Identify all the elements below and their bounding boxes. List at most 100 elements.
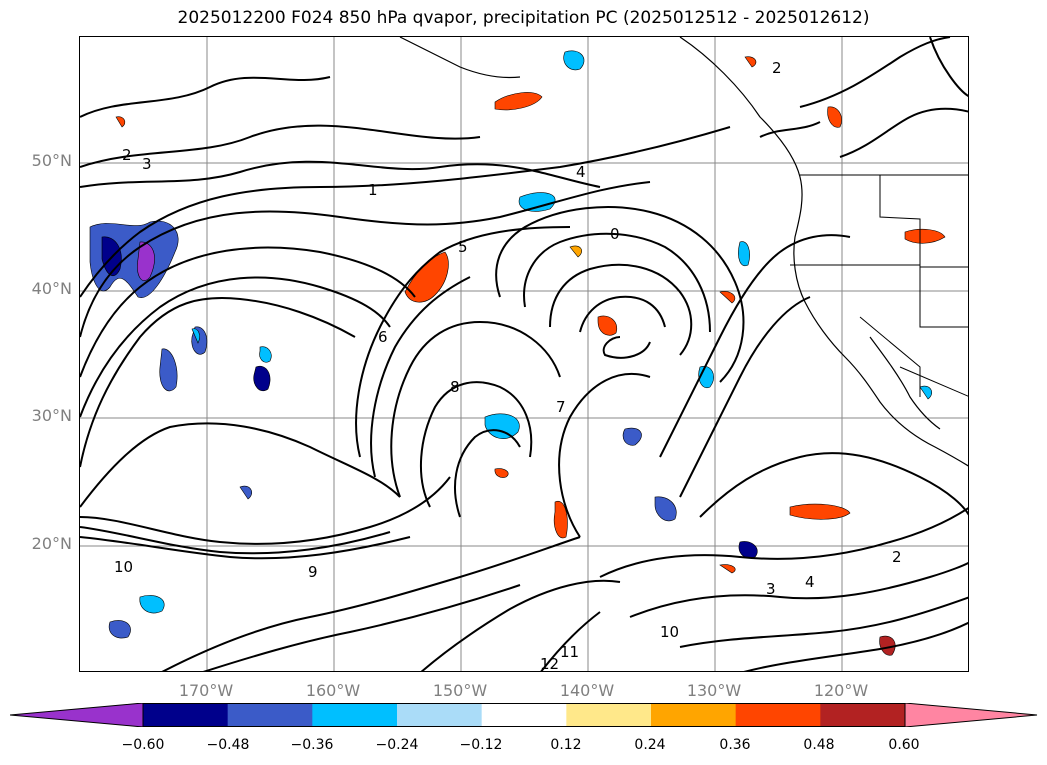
precip-positive-patch xyxy=(827,106,842,128)
colorbar-tick: −0.60 xyxy=(121,737,165,753)
contour-line xyxy=(420,381,533,508)
colorbar-tick: 0.24 xyxy=(634,737,666,753)
contour-label: 4 xyxy=(805,573,815,591)
colorbar-extend-max xyxy=(904,703,1038,727)
precip-positive-patch xyxy=(494,468,509,478)
state-border xyxy=(919,267,968,328)
precip-positive-patch xyxy=(494,92,543,111)
colorbar-bin xyxy=(481,703,567,727)
colorbar-bins xyxy=(10,703,1038,727)
contour-line xyxy=(759,121,821,138)
precip-negative-patch xyxy=(239,485,252,500)
lon-label: 150°W xyxy=(432,681,488,700)
contour-line xyxy=(599,507,968,578)
colorbar-bin xyxy=(566,703,652,727)
contour-label: 7 xyxy=(556,398,566,416)
state-border xyxy=(879,175,968,268)
gridlines xyxy=(80,37,968,671)
precip-negative-patch xyxy=(518,192,556,212)
contour-line xyxy=(659,234,851,458)
contour-line xyxy=(699,452,968,518)
lat-label: 40°N xyxy=(31,279,72,298)
contour-label: 3 xyxy=(142,155,152,173)
contour-label: 10 xyxy=(660,623,679,641)
precip-positive-patch xyxy=(597,315,618,336)
colorbar-tick: −0.24 xyxy=(375,737,419,753)
contour-line xyxy=(390,320,561,498)
contour-line xyxy=(558,372,651,538)
contour-line xyxy=(80,126,731,298)
contour-line xyxy=(799,37,951,108)
contour-line xyxy=(523,232,711,333)
precip-negative-patch xyxy=(259,346,272,363)
lat-label: 20°N xyxy=(31,534,72,553)
precip-positive-patch xyxy=(569,245,582,258)
colorbar-bin xyxy=(143,703,229,727)
precip-negative-patch xyxy=(654,496,677,522)
lon-label: 130°W xyxy=(686,681,742,700)
precip-positive-patch xyxy=(904,228,946,244)
contour-label: 8 xyxy=(450,378,460,396)
contour-label: 0 xyxy=(610,225,620,243)
contour-label: 4 xyxy=(576,163,586,181)
baja-coast xyxy=(869,336,941,430)
precip-positive-patch xyxy=(879,635,896,656)
precip-negative-patch xyxy=(253,365,271,392)
precip-negative-patch xyxy=(159,348,178,392)
contour-line xyxy=(80,124,481,168)
contour-line xyxy=(679,296,811,498)
contour-label: 11 xyxy=(560,643,579,661)
colorbar-tick: 0.12 xyxy=(550,737,582,753)
contour-label: 12 xyxy=(540,655,559,672)
contour-line xyxy=(629,561,968,618)
colorbar-bin xyxy=(735,703,821,727)
precip-negative-patch xyxy=(563,50,585,71)
lat-label: 30°N xyxy=(31,406,72,425)
contour-line xyxy=(540,611,601,671)
colorbar-bin xyxy=(227,703,313,727)
precip-negative-patch xyxy=(622,427,642,446)
qvapor-contours xyxy=(80,37,968,671)
contour-line xyxy=(80,476,451,545)
colorbar-bin xyxy=(312,703,398,727)
contour-label: 3 xyxy=(766,580,776,598)
contour-line xyxy=(679,596,968,648)
north-america-coast xyxy=(679,37,968,467)
contour-label: 2 xyxy=(772,59,782,77)
colorbar-bin xyxy=(651,703,737,727)
precip-negative-patch xyxy=(738,541,758,559)
mexico-border xyxy=(899,366,968,397)
contour-line xyxy=(579,295,666,333)
precip-negative-patch xyxy=(919,385,932,400)
colorbar-tick: −0.12 xyxy=(459,737,503,753)
contour-line xyxy=(929,37,968,97)
lat-label: 50°N xyxy=(31,151,72,170)
contour-line xyxy=(80,181,651,338)
contour-line xyxy=(80,422,401,508)
contour-label: 6 xyxy=(378,328,388,346)
precip-positive-patch xyxy=(719,564,736,574)
lon-label: 170°W xyxy=(178,681,234,700)
contour-line xyxy=(602,336,651,359)
contour-line xyxy=(80,536,411,560)
colorbar-tick: 0.60 xyxy=(888,737,920,753)
contour-line xyxy=(80,276,391,418)
colorbar-tick: 0.48 xyxy=(803,737,835,753)
contour-label: 2 xyxy=(892,548,902,566)
precip-negative-patch xyxy=(139,595,165,614)
precip-negative-patch xyxy=(484,413,520,439)
contour-line xyxy=(355,226,571,458)
colorbar-bin xyxy=(820,703,906,727)
contour-line xyxy=(80,526,391,555)
contour-label: 2 xyxy=(122,146,132,164)
colorbar-tick: −0.36 xyxy=(290,737,334,753)
map-canvas: 1 2 3 4 5 6 7 8 9 10 11 12 0 10 2 3 4 2 xyxy=(80,37,968,672)
contour-line xyxy=(370,276,471,478)
colorbar-border xyxy=(142,703,906,727)
precip-positive-patch xyxy=(744,56,757,68)
contour-labels: 1 2 3 4 5 6 7 8 9 10 11 12 0 10 2 3 4 2 xyxy=(114,59,902,672)
map-panel[interactable]: 1 2 3 4 5 6 7 8 9 10 11 12 0 10 2 3 4 2 xyxy=(79,36,969,672)
precip-positive-patch xyxy=(553,500,568,539)
colorbar-bin xyxy=(397,703,483,727)
contour-label: 1 xyxy=(368,181,378,199)
